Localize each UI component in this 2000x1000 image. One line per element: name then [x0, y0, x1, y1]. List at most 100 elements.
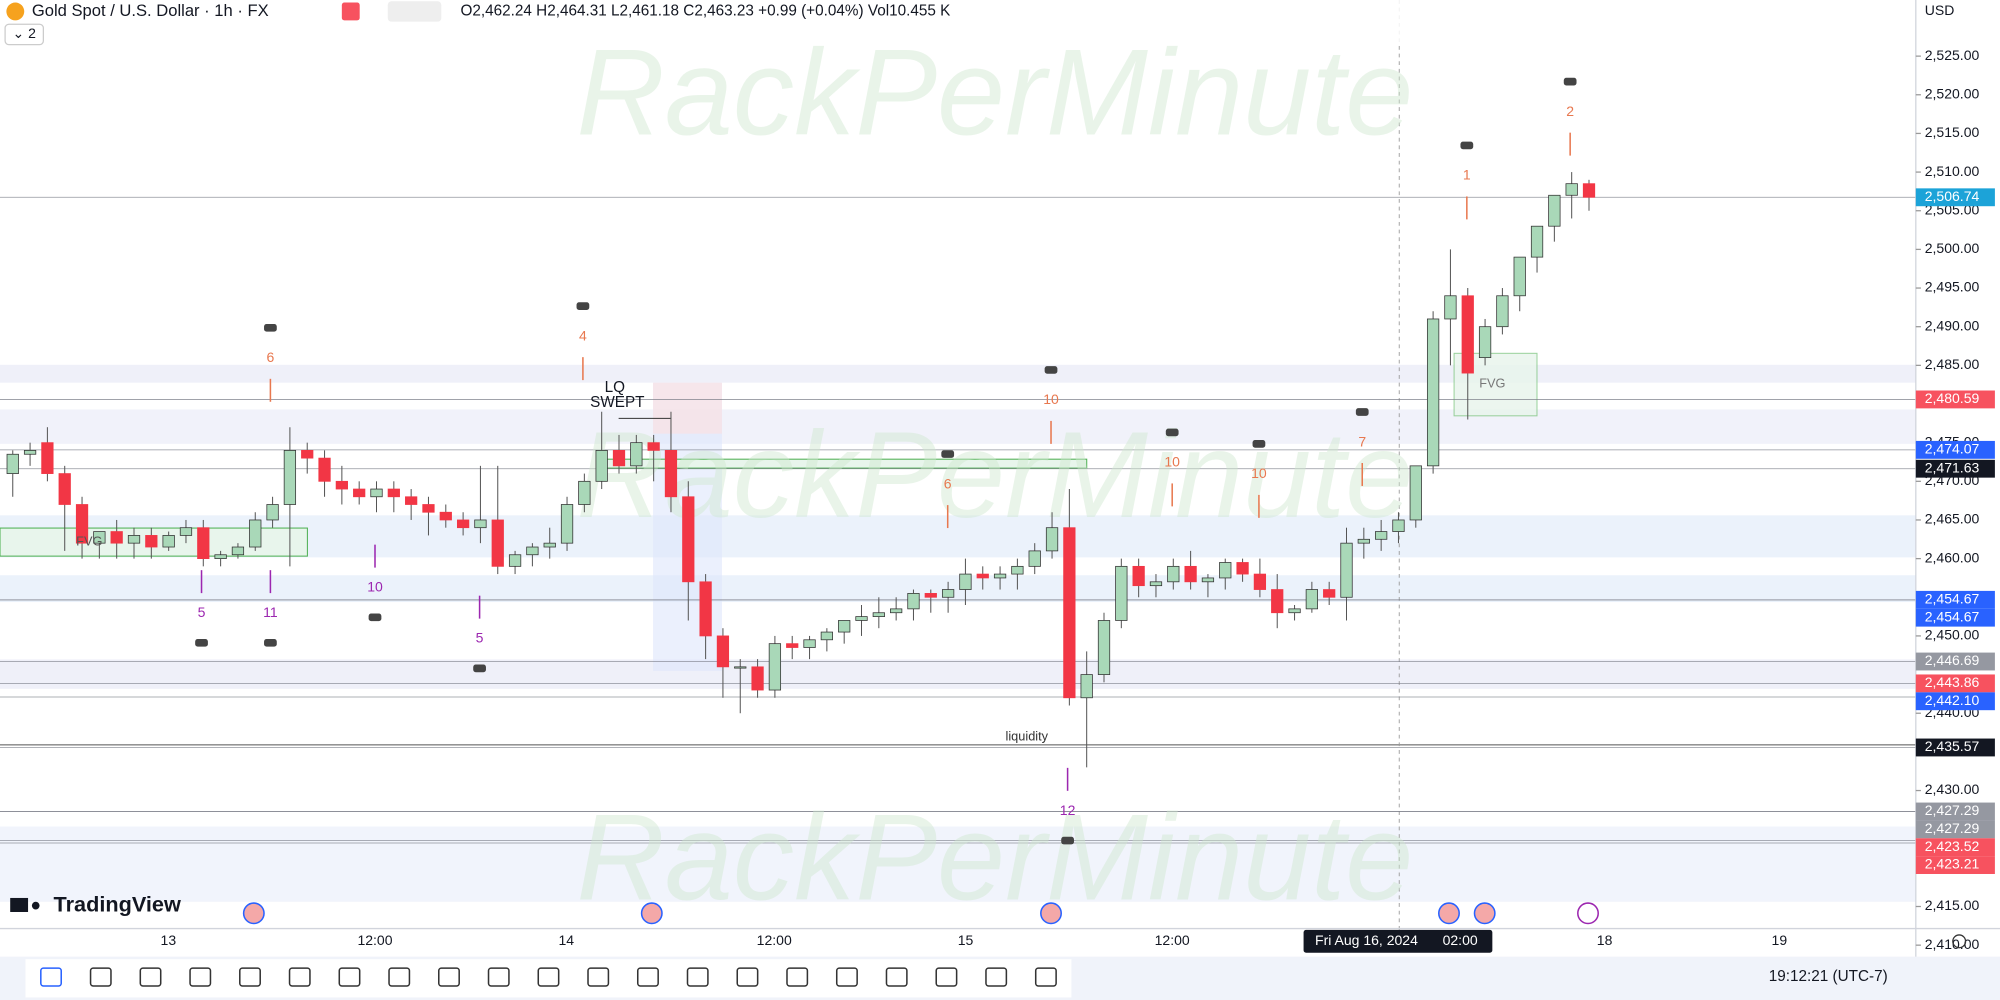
tool-icon[interactable]	[1034, 967, 1057, 987]
tool-icon[interactable]	[139, 967, 162, 987]
tool-icon[interactable]	[935, 967, 958, 987]
tool-icon[interactable]	[40, 967, 62, 987]
tool-icon[interactable]	[835, 967, 858, 987]
candle-body	[1530, 225, 1544, 258]
candle-body	[491, 519, 504, 567]
event-icon[interactable]	[640, 902, 663, 925]
candle-body	[959, 573, 972, 590]
candle-body	[405, 496, 418, 505]
zone	[0, 409, 1916, 444]
swing-icon	[1460, 141, 1474, 150]
candle-body	[1513, 256, 1526, 297]
candle-body	[630, 442, 643, 467]
candle-body	[197, 527, 210, 560]
tool-icon[interactable]	[537, 967, 560, 987]
candle-body	[682, 496, 695, 583]
swept-label: SWEPT	[590, 394, 644, 411]
time-label: 12:00	[757, 932, 792, 948]
price-tick-label: 2,460.00	[1925, 549, 1980, 565]
symbol-icon	[6, 2, 25, 21]
tool-icon[interactable]	[388, 967, 411, 987]
candle-body	[1149, 581, 1163, 587]
candle-body	[1496, 295, 1509, 328]
price-tick-label: 2,495.00	[1925, 279, 1980, 295]
price-tag-label: 2,423.21	[1925, 856, 1980, 872]
candle-body	[335, 480, 348, 490]
currency[interactable]: USD	[1925, 2, 1955, 18]
swing-icon	[1563, 77, 1577, 86]
tool-icon[interactable]	[487, 967, 510, 987]
tool-icon[interactable]	[786, 967, 809, 987]
candle-body	[1063, 527, 1076, 699]
count-label: 2	[1566, 103, 1574, 119]
candle-body	[924, 593, 937, 598]
crosshair-time: 02:00	[1443, 932, 1478, 948]
event-icon[interactable]	[1438, 902, 1460, 925]
candle-body	[595, 450, 608, 482]
tool-icon[interactable]	[338, 967, 361, 987]
candle-body	[301, 450, 314, 459]
tool-icon[interactable]	[239, 967, 261, 987]
event-icon[interactable]	[1577, 902, 1599, 925]
candle-body	[647, 442, 660, 451]
candle-body	[456, 519, 470, 529]
price-tag	[1915, 856, 1995, 874]
candles	[6, 172, 1596, 768]
zones	[0, 0, 1916, 932]
candle-body	[1461, 295, 1474, 374]
candle-body	[1253, 573, 1267, 590]
tool-icon[interactable]	[686, 967, 709, 987]
candle-body	[526, 546, 539, 556]
count-label: 5	[198, 604, 206, 620]
event-icon[interactable]	[1040, 902, 1062, 925]
price-tick-label: 2,510.00	[1925, 163, 1980, 179]
candle-body	[23, 450, 37, 455]
count-label: 11	[263, 604, 278, 620]
indicators-toggle[interactable]	[4, 23, 45, 46]
count-label: 10	[367, 579, 383, 595]
swing-icon	[941, 450, 955, 458]
indicators-count[interactable]: ⌄ 2	[13, 25, 37, 41]
price-tag-label: 2,480.59	[1925, 390, 1980, 406]
symbol[interactable]: Gold Spot / U.S. Dollar · 1h · FX	[32, 1, 269, 20]
candle-body	[1167, 565, 1180, 583]
zone	[0, 826, 1916, 902]
event-icon[interactable]	[242, 902, 265, 925]
candle-body	[1323, 589, 1336, 598]
candle-body	[890, 608, 903, 614]
tool-icon[interactable]	[288, 967, 311, 987]
event-icon[interactable]	[1473, 902, 1496, 925]
tool-icon[interactable]	[885, 967, 908, 987]
tool-icon[interactable]	[985, 967, 1008, 987]
candle-body	[976, 573, 989, 579]
candle-body	[1426, 318, 1440, 467]
tool-icon[interactable]	[89, 967, 112, 987]
price-tag-label: 2,443.86	[1925, 674, 1980, 690]
flag[interactable]	[341, 2, 360, 21]
count-label: 1	[1463, 167, 1471, 183]
time-label: 14	[559, 932, 575, 948]
settings-icon[interactable]	[1952, 934, 1967, 949]
tool-icon[interactable]	[438, 967, 460, 987]
candle-body	[179, 527, 193, 536]
candle-body	[786, 643, 799, 648]
status[interactable]	[387, 1, 442, 22]
candle-body	[266, 504, 279, 521]
tool-icon[interactable]	[636, 967, 659, 987]
toolbar: 19:12:21 (UTC-7)	[0, 956, 2000, 1000]
clock[interactable]: 19:12:21 (UTC-7)	[1769, 968, 1888, 985]
zone	[0, 575, 1916, 603]
logo-mark	[10, 897, 29, 912]
time-label: 19	[1772, 932, 1788, 948]
price-tag-label: 2,454.67	[1925, 608, 1980, 624]
tool-icon[interactable]	[736, 967, 759, 987]
logo-text: TradingView	[54, 891, 181, 916]
tool-icon[interactable]	[587, 967, 610, 987]
price-tick-label: 2,525.00	[1925, 47, 1980, 63]
candle-body	[422, 504, 435, 513]
watermark: RackPerMinute	[576, 23, 1413, 160]
candle-body	[907, 593, 920, 610]
candle-body	[214, 554, 227, 560]
price-tag-label: 2,423.52	[1925, 838, 1980, 854]
tool-icon[interactable]	[189, 967, 212, 987]
